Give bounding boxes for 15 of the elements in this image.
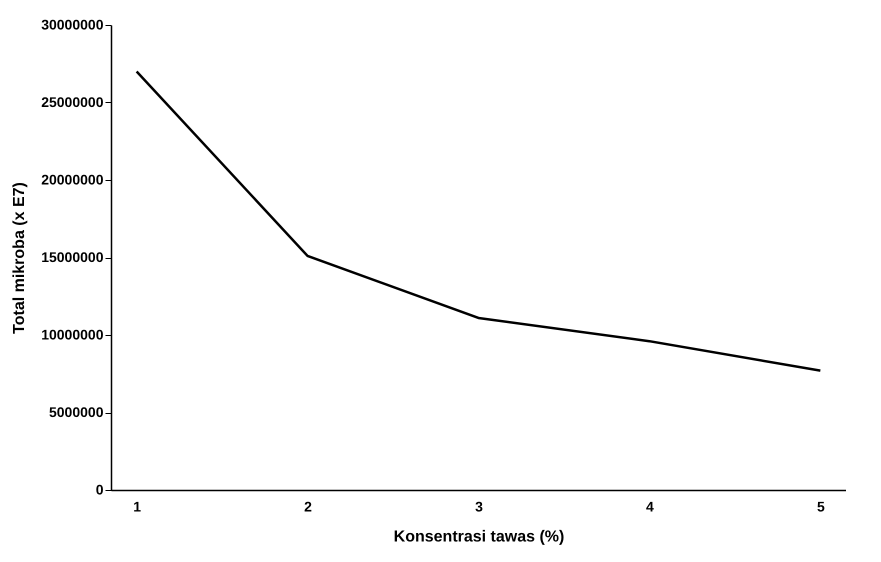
x-tick-label: 1 [133,498,142,514]
x-tick-label: 3 [475,498,484,514]
y-tick-label: 10000000 [41,326,104,342]
y-axis-title: Total mikroba (x E7) [11,182,28,334]
y-tick-label: 25000000 [41,94,104,110]
x-tick-label: 5 [816,498,825,514]
y-tick-label: 0 [96,482,104,498]
y-tick-label: 30000000 [41,16,104,32]
x-axis-title: Konsentrasi tawas (%) [394,528,564,546]
y-tick-label: 15000000 [41,249,104,265]
y-tick-label: 5000000 [48,404,104,420]
x-tick-label: 2 [304,498,312,514]
line-series [135,70,822,372]
x-tick-label: 4 [646,498,654,514]
y-tick-label: 20000000 [41,172,104,188]
